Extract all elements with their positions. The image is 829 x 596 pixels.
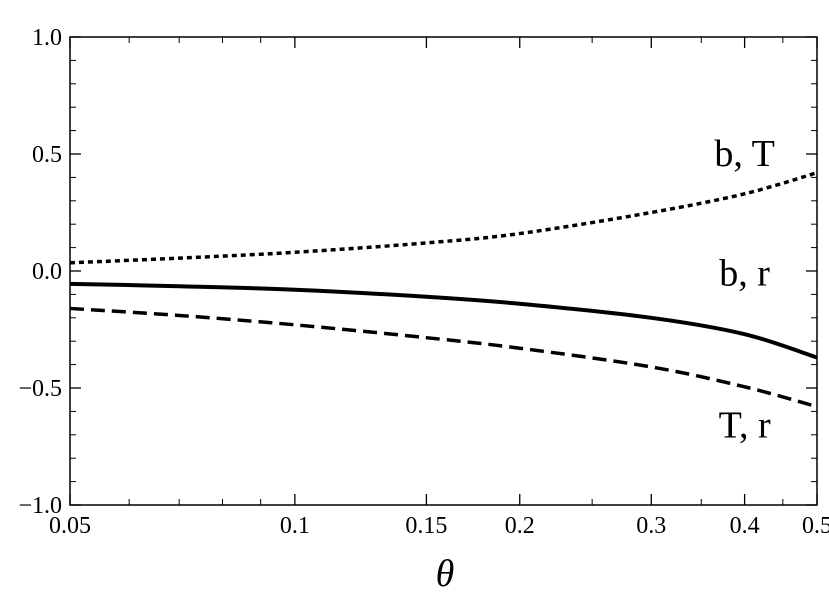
y-tick-label: 1.0 — [32, 25, 62, 51]
y-tick-label: −0.5 — [18, 376, 62, 402]
y-tick-label: 0.5 — [32, 142, 62, 168]
x-axis-title: θ — [436, 553, 455, 595]
series-line-solid — [69, 281, 818, 360]
x-tick-label: 0.3 — [636, 513, 666, 539]
x-tick-label: 0.2 — [505, 513, 535, 539]
plot-frame — [69, 36, 818, 506]
x-tick-label: 0.1 — [280, 513, 310, 539]
x-tick-label: 0.5 — [802, 513, 829, 539]
series-annotation: b, r — [719, 252, 770, 294]
x-tick-label: 0.05 — [49, 513, 91, 539]
y-tick-label: −1.0 — [18, 493, 62, 519]
series-line-dotted — [69, 171, 818, 265]
x-tick-label: 0.15 — [405, 513, 447, 539]
series-labels: b, T b, r T, r — [714, 133, 775, 446]
series-lines — [69, 171, 818, 409]
series-annotation: T, r — [719, 404, 771, 446]
x-tick-label: 0.4 — [730, 513, 760, 539]
y-tick-label: 0.0 — [32, 259, 62, 285]
ticks: 0.05 0.1 0.15 0.2 0.3 0.4 0.5 1.0 0.5 0.0 −0.5 −1.0 — [18, 25, 829, 539]
series-annotation: b, T — [714, 133, 775, 175]
series-line-dashed — [69, 306, 818, 409]
